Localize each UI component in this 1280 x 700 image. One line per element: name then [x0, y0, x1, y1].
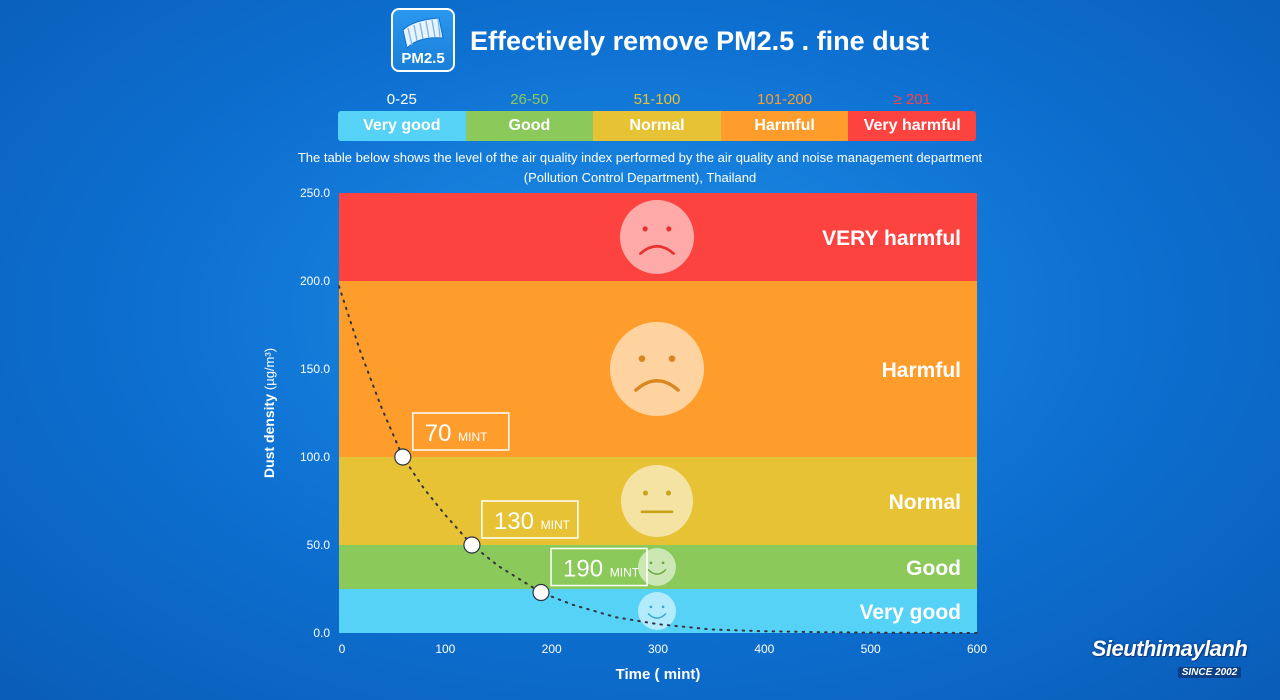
- face-mouth: [634, 379, 680, 392]
- page-title: Effectively remove PM2.5 . fine dust: [470, 26, 930, 56]
- x-tick-label: 600: [967, 642, 987, 656]
- face-mouth: [647, 569, 667, 575]
- marker-point: [463, 536, 481, 554]
- scale-range: ≥ 201: [893, 91, 931, 108]
- filter-icon: [402, 17, 444, 49]
- x-tick-label: 100: [435, 642, 455, 656]
- y-tick-label: 200.0: [300, 274, 330, 288]
- face-eye: [661, 605, 665, 609]
- scale-label: Very good: [338, 111, 466, 141]
- band-label: Harmful: [882, 359, 961, 382]
- x-tick-label: 500: [861, 642, 881, 656]
- marker-box: [412, 412, 510, 451]
- scale-label: Normal: [593, 111, 721, 141]
- face-eye: [668, 355, 676, 362]
- face-sad-icon: [620, 200, 694, 274]
- face-eye: [649, 605, 653, 609]
- marker-label: 190 MINT: [563, 556, 640, 583]
- y-tick-label: 150.0: [300, 362, 330, 376]
- caption-line: The table below shows the level of the a…: [297, 150, 983, 165]
- face-eye: [638, 355, 646, 362]
- band-label: Very good: [859, 601, 961, 624]
- face-sad-icon: [610, 322, 704, 416]
- y-tick-label: 50.0: [307, 538, 331, 552]
- scale-range: 101-200: [757, 91, 813, 108]
- face-mouth: [647, 613, 667, 619]
- marker-label: 70 MINT: [425, 420, 488, 447]
- pm25-logo: PM2.5: [391, 8, 455, 72]
- y-axis-label-unit: (µg/m³): [262, 348, 277, 390]
- x-tick-label: 200: [542, 642, 562, 656]
- band-label: Normal: [889, 491, 961, 514]
- scale-range: 51-100: [633, 91, 681, 108]
- x-tick-label: 0: [339, 642, 346, 656]
- face-mouth: [639, 244, 675, 255]
- caption-line: (Pollution Control Department), Thailand: [523, 170, 757, 185]
- brand-logo: Sieuthimaylanh SINCE 2002: [1082, 636, 1257, 680]
- face-circle: [638, 548, 676, 586]
- face-eye: [661, 561, 665, 565]
- scale-label: Harmful: [720, 111, 849, 141]
- marker-unit: MINT: [458, 430, 488, 444]
- band-label: Good: [906, 557, 961, 580]
- face-eye: [642, 490, 648, 496]
- marker-unit: MINT: [610, 566, 640, 580]
- y-axis-label: Dust density (µg/m³): [261, 348, 277, 478]
- marker-value: 130: [494, 508, 541, 535]
- scale-range: 26-50: [510, 91, 549, 108]
- marker-value: 190: [563, 556, 610, 583]
- marker-unit: MINT: [541, 518, 571, 532]
- caption: The table below shows the level of the a…: [240, 148, 1040, 188]
- scale-label: Very harmful: [848, 111, 976, 141]
- scale-bar: Very good Good Normal Harmful Very harmf…: [338, 111, 976, 141]
- face-eye: [666, 490, 672, 496]
- aqi-scale: 0-25 26-50 51-100 101-200 ≥ 201 Very goo…: [338, 90, 976, 141]
- face-happy-icon: [638, 592, 676, 630]
- face-circle: [621, 465, 693, 537]
- face-neutral-icon: [621, 465, 693, 537]
- header: PM2.5 Effectively remove PM2.5 . fine du…: [0, 0, 1280, 80]
- scale-range: 0-25: [386, 91, 417, 108]
- x-tick-label: 400: [754, 642, 774, 656]
- scale-ranges: 0-25 26-50 51-100 101-200 ≥ 201: [338, 90, 976, 110]
- marker-point: [532, 583, 550, 602]
- brand-name: Sieuthimaylanh: [1091, 636, 1248, 661]
- decay-curve-series: [338, 285, 978, 634]
- y-tick-label: 250.0: [300, 186, 330, 200]
- face-circle: [620, 200, 694, 274]
- x-tick-label: 300: [648, 642, 668, 656]
- y-tick-label: 0.0: [313, 626, 330, 640]
- x-axis-label: Time ( mint): [616, 666, 701, 683]
- y-axis-label-name: Dust density: [261, 390, 277, 478]
- marker-box: [550, 547, 648, 587]
- face-circle: [638, 592, 676, 630]
- marker-box: [481, 500, 579, 539]
- face-eye: [649, 561, 653, 565]
- logo-text: PM2.5: [401, 50, 445, 67]
- face-eye: [666, 226, 672, 232]
- scale-label: Good: [465, 111, 594, 141]
- marker-value: 70: [425, 420, 458, 447]
- face-eye: [642, 226, 648, 232]
- y-tick-label: 100.0: [300, 450, 330, 464]
- band-label: VERY harmful: [822, 227, 961, 250]
- face-happy-icon: [638, 548, 676, 586]
- face-circle: [610, 322, 704, 416]
- brand-since: SINCE 2002: [1177, 667, 1242, 678]
- marker-point: [394, 448, 412, 466]
- marker-label: 130 MINT: [494, 508, 571, 535]
